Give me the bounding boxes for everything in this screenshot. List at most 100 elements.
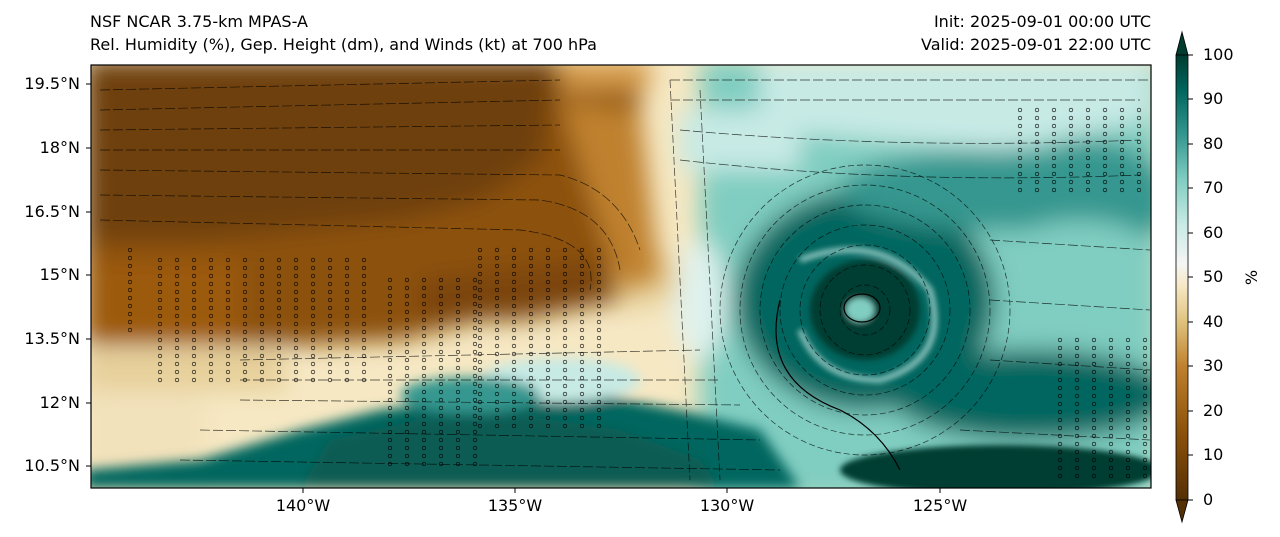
calm-wind-marker xyxy=(511,311,517,317)
calm-wind-marker xyxy=(1057,441,1063,447)
calm-wind-marker xyxy=(242,265,248,271)
calm-wind-marker xyxy=(1119,139,1125,145)
humidity-field xyxy=(91,65,1151,488)
calm-wind-marker xyxy=(1142,385,1148,391)
calm-wind-marker xyxy=(562,407,568,413)
calm-wind-marker xyxy=(1119,187,1125,193)
calm-wind-marker xyxy=(387,453,393,459)
calm-wind-marker xyxy=(387,277,393,283)
calm-wind-marker xyxy=(1119,107,1125,113)
calm-wind-marker xyxy=(528,383,534,389)
calm-wind-marker xyxy=(1068,155,1074,161)
calm-wind-marker xyxy=(310,297,316,303)
calm-wind-marker xyxy=(404,357,410,363)
calm-wind-marker xyxy=(494,407,500,413)
calm-wind-marker xyxy=(472,325,478,331)
calm-wind-marker xyxy=(259,257,265,263)
calm-wind-marker xyxy=(276,321,282,327)
calm-wind-marker xyxy=(455,365,461,371)
calm-wind-marker xyxy=(596,295,602,301)
calm-wind-marker xyxy=(477,287,483,293)
calm-wind-marker xyxy=(1074,369,1080,375)
calm-wind-marker xyxy=(1108,337,1114,343)
calm-wind-marker xyxy=(494,399,500,405)
calm-wind-marker xyxy=(1017,155,1023,161)
calm-wind-marker xyxy=(545,255,551,261)
calm-wind-marker xyxy=(127,271,133,277)
calm-wind-marker xyxy=(387,317,393,323)
calm-wind-marker xyxy=(579,367,585,373)
calm-wind-marker xyxy=(1142,457,1148,463)
calm-wind-marker xyxy=(1034,147,1040,153)
colorbar xyxy=(1175,30,1193,524)
calm-wind-marker xyxy=(528,343,534,349)
calm-wind-marker xyxy=(528,399,534,405)
calm-wind-marker xyxy=(327,281,333,287)
calm-wind-marker xyxy=(259,273,265,279)
calm-wind-marker xyxy=(157,361,163,367)
calm-wind-marker xyxy=(596,311,602,317)
colorbar-tick-label: 80 xyxy=(1203,134,1224,153)
calm-wind-marker xyxy=(174,377,180,383)
calm-wind-marker xyxy=(259,313,265,319)
calm-wind-marker xyxy=(455,285,461,291)
calm-wind-marker xyxy=(421,413,427,419)
calm-wind-marker xyxy=(1057,457,1063,463)
calm-wind-marker xyxy=(157,281,163,287)
calm-wind-marker xyxy=(242,273,248,279)
calm-wind-marker xyxy=(361,369,367,375)
calm-wind-marker xyxy=(1091,409,1097,415)
calm-wind-marker xyxy=(477,399,483,405)
calm-wind-marker xyxy=(511,327,517,333)
calm-wind-marker xyxy=(579,279,585,285)
calm-wind-marker xyxy=(1074,377,1080,383)
calm-wind-marker xyxy=(545,343,551,349)
calm-wind-marker xyxy=(259,345,265,351)
calm-wind-marker xyxy=(127,319,133,325)
calm-wind-marker xyxy=(545,407,551,413)
calm-wind-marker xyxy=(1102,107,1108,113)
calm-wind-marker xyxy=(276,265,282,271)
calm-wind-marker xyxy=(1057,417,1063,423)
calm-wind-marker xyxy=(259,321,265,327)
calm-wind-marker xyxy=(404,293,410,299)
calm-wind-marker xyxy=(310,289,316,295)
calm-wind-marker xyxy=(242,353,248,359)
calm-wind-marker xyxy=(242,313,248,319)
calm-wind-marker xyxy=(127,279,133,285)
calm-wind-marker xyxy=(1125,425,1131,431)
calm-wind-marker xyxy=(344,377,350,383)
calm-wind-marker xyxy=(1034,155,1040,161)
calm-wind-marker xyxy=(127,311,133,317)
calm-wind-marker xyxy=(596,391,602,397)
calm-wind-marker xyxy=(421,349,427,355)
calm-wind-marker xyxy=(1017,139,1023,145)
calm-wind-marker xyxy=(1108,345,1114,351)
calm-wind-marker xyxy=(310,345,316,351)
calm-wind-marker xyxy=(1108,441,1114,447)
calm-wind-marker xyxy=(528,311,534,317)
calm-wind-marker xyxy=(596,399,602,405)
calm-wind-marker xyxy=(361,289,367,295)
calm-wind-marker xyxy=(511,279,517,285)
calm-wind-marker xyxy=(596,279,602,285)
wind-barbs xyxy=(99,79,1151,481)
calm-wind-marker xyxy=(361,353,367,359)
calm-wind-marker xyxy=(545,423,551,429)
calm-wind-marker xyxy=(1102,139,1108,145)
calm-wind-marker xyxy=(562,303,568,309)
calm-wind-marker xyxy=(157,273,163,279)
calm-wind-marker xyxy=(310,321,316,327)
calm-wind-marker xyxy=(596,351,602,357)
calm-wind-marker xyxy=(225,361,231,367)
calm-wind-marker xyxy=(528,303,534,309)
calm-wind-marker xyxy=(477,415,483,421)
calm-wind-marker xyxy=(545,415,551,421)
calm-wind-marker xyxy=(455,357,461,363)
calm-wind-marker xyxy=(1108,433,1114,439)
calm-wind-marker xyxy=(310,337,316,343)
calm-wind-marker xyxy=(455,293,461,299)
calm-wind-marker xyxy=(1125,345,1131,351)
calm-wind-marker xyxy=(191,305,197,311)
calm-wind-marker xyxy=(191,321,197,327)
